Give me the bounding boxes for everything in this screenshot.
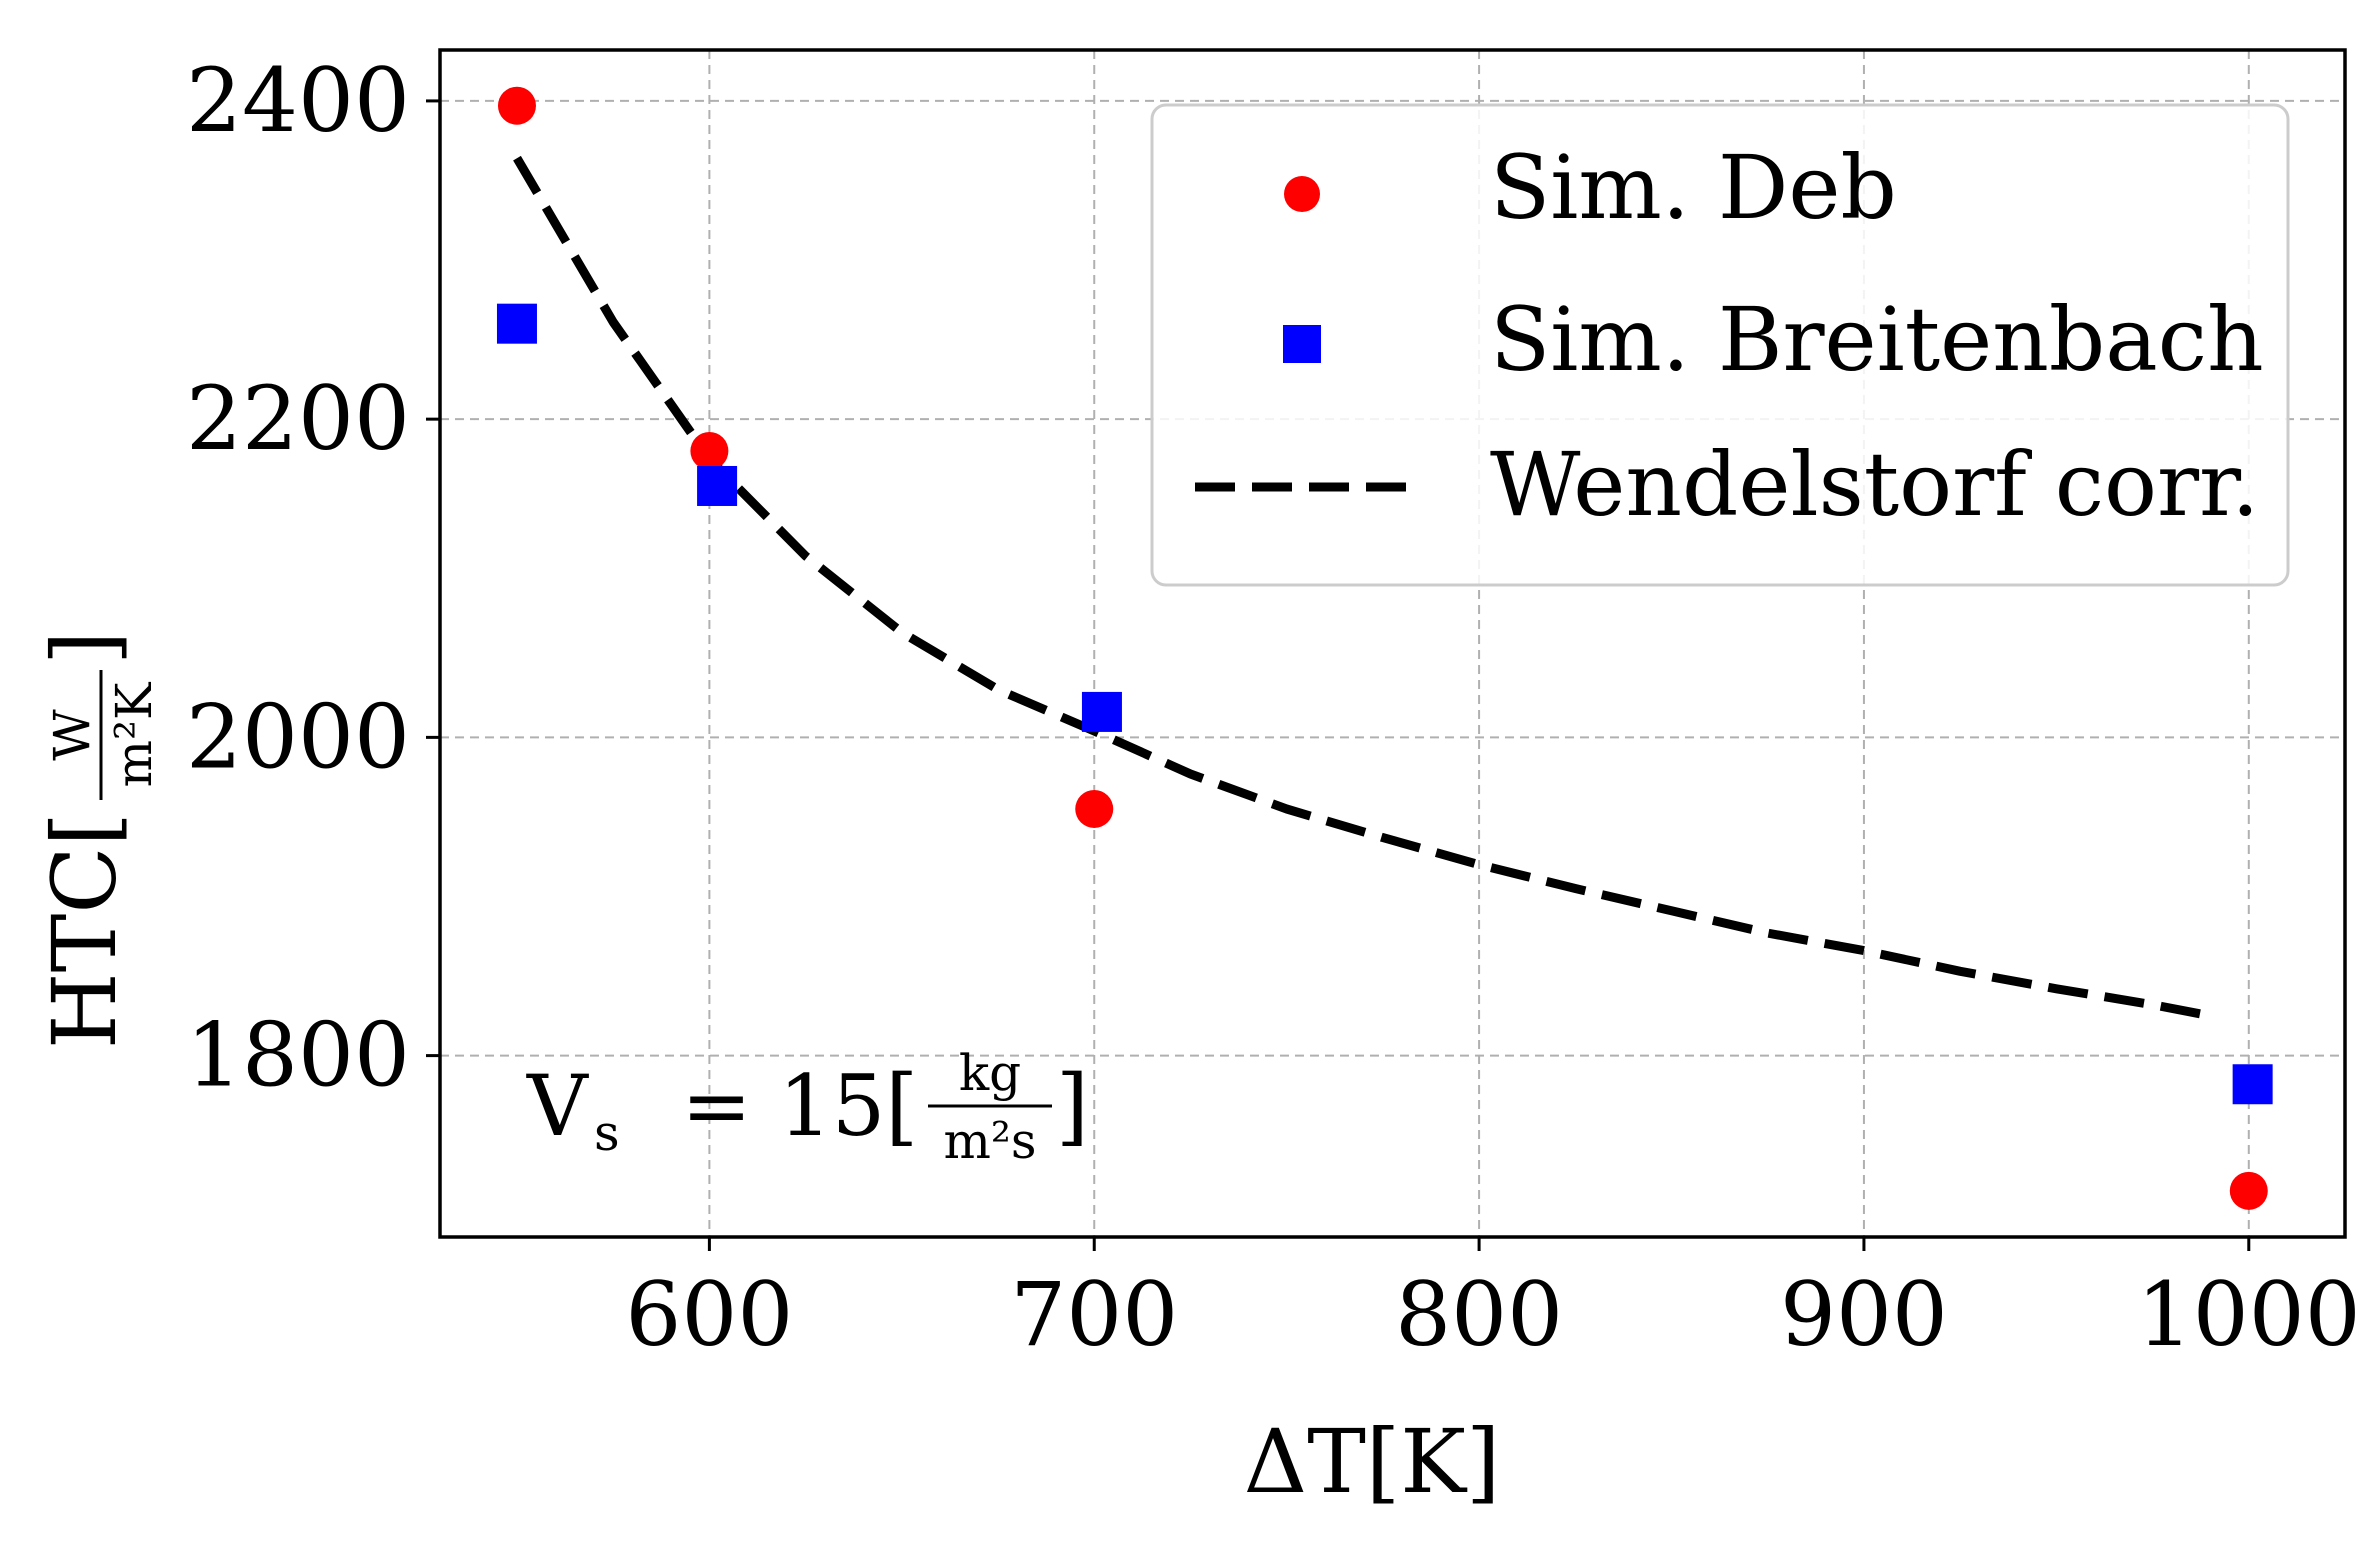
deb-data-point — [690, 431, 729, 470]
y-axis-unit-numerator: W — [43, 709, 101, 761]
legend-deb-label: Sim. Deb — [1490, 136, 1897, 239]
deb-data-point — [497, 86, 536, 125]
x-tick-label: 700 — [1010, 1263, 1178, 1366]
breitenbach-data-point — [2232, 1064, 2273, 1105]
y-axis-label: HTC[ W m²K ] — [33, 631, 163, 1049]
plot-frame — [438, 48, 2347, 1239]
annotation-bracket-close: ] — [1056, 1057, 1089, 1155]
axis-ticks — [426, 99, 2251, 1251]
breitenbach-data-point — [697, 465, 738, 506]
y-axis-label-suffix: ] — [33, 631, 136, 665]
annotation-symbol: V — [526, 1057, 589, 1155]
y-tick-label: 2200 — [186, 367, 410, 470]
wendelstorf-correlation-line — [513, 155, 2212, 1021]
x-tick-label: 800 — [1395, 1263, 1563, 1366]
x-axis-label: ΔT[K] — [1244, 1410, 1501, 1513]
annotation-unit-numerator: kg — [959, 1044, 1021, 1102]
y-axis-label-prefix: HTC[ — [33, 812, 136, 1049]
legend-box — [1150, 103, 2290, 587]
flow-rate-annotation: V s = 15[ kg m²s ] — [526, 1044, 1089, 1170]
data-markers-layer — [496, 86, 2273, 1210]
annotation-unit-denominator: m²s — [943, 1112, 1036, 1170]
x-tick-label: 1000 — [2137, 1263, 2361, 1366]
x-tick-labels: 600 700 800 900 1000 — [625, 1263, 2360, 1366]
annotation-equals-value: = 15[ — [628, 1057, 918, 1155]
y-tick-labels: 1800 2000 2200 2400 — [186, 49, 410, 1107]
breitenbach-data-point — [496, 303, 537, 344]
legend-breitenbach-label: Sim. Breitenbach — [1490, 288, 2264, 391]
y-tick-label: 1800 — [186, 1004, 410, 1107]
breitenbach-data-point — [1081, 691, 1122, 732]
y-tick-label: 2400 — [186, 49, 410, 152]
legend: Sim. Deb Sim. Breitenbach Wendelstorf co… — [1150, 103, 2290, 587]
x-tick-label: 900 — [1780, 1263, 1948, 1366]
legend-breitenbach-marker — [1283, 325, 1321, 363]
legend-wendelstorf-label: Wendelstorf corr. — [1490, 433, 2259, 536]
correlation-curve-layer — [513, 155, 2212, 1021]
x-tick-label: 600 — [625, 1263, 793, 1366]
y-axis-unit-denominator: m²K — [105, 681, 163, 787]
deb-data-point — [2229, 1171, 2268, 1210]
legend-deb-marker — [1284, 176, 1320, 212]
deb-data-point — [1075, 789, 1114, 828]
annotation-subscript: s — [594, 1104, 620, 1162]
y-tick-label: 2000 — [186, 685, 410, 788]
